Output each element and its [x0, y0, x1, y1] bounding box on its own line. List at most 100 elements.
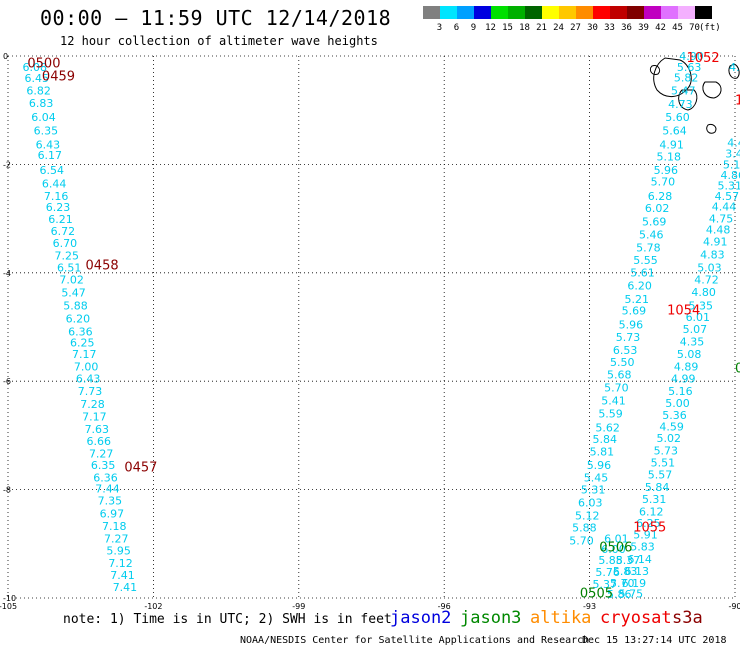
swh-value-label: 5.73	[654, 445, 679, 458]
color-swatch	[457, 6, 474, 19]
swh-value-label: 6.44	[42, 177, 67, 190]
color-scale-label: 30	[587, 23, 598, 33]
swh-value-label: 6.03	[578, 497, 603, 510]
x-tick-label: -105	[0, 602, 17, 611]
swh-value-label: 7.41	[113, 581, 138, 594]
swh-value-label: 5.31	[581, 484, 606, 497]
swh-value-label: 5.47	[61, 286, 86, 299]
swh-value-label: 4.99	[671, 372, 696, 385]
color-swatch	[576, 6, 593, 19]
swh-value-label: 6.35	[91, 459, 116, 472]
swh-value-label: 5.31	[642, 493, 667, 506]
swh-value-label: 4.72	[694, 273, 719, 286]
swh-value-label: 5.75	[619, 588, 644, 601]
color-scale-label: 36	[621, 23, 632, 33]
swh-value-label: 6.36	[68, 325, 93, 338]
swh-value-label: 5.83	[630, 541, 655, 554]
swh-value-label: 6.12	[639, 505, 664, 518]
swh-value-label: 6.82	[26, 85, 51, 98]
swh-value-label: 5.59	[598, 408, 623, 421]
x-tick-label: -96	[438, 602, 451, 611]
swh-value-label: 4.83	[700, 248, 725, 261]
swh-value-label: 5.02	[656, 432, 681, 445]
swh-value-label: 6.35	[34, 124, 59, 137]
swh-value-label: 5.82	[674, 72, 699, 85]
color-scale-label: 70	[689, 23, 700, 33]
color-scale-label: 42	[655, 23, 666, 33]
swh-value-label: 6.72	[51, 225, 76, 238]
swh-value-label: 6.20	[66, 312, 91, 325]
chart-title: 00:00 — 11:59 UTC 12/14/2018	[40, 6, 392, 30]
galapagos-coastline	[649, 57, 740, 134]
swh-value-label: 7.12	[108, 557, 132, 570]
swh-value-label: 5.76	[595, 566, 620, 579]
swh-value-label: 6.28	[648, 190, 673, 203]
swh-value-label: 6.01	[686, 311, 711, 324]
swh-value-label: 5.16	[668, 385, 693, 398]
swh-value-label: 5.18	[656, 150, 681, 163]
color-swatch	[593, 6, 610, 19]
pass-time-label: 0457	[124, 460, 157, 475]
pass-time-label: 0458	[86, 259, 119, 274]
island-outline	[678, 89, 698, 111]
color-scale-label: 15	[502, 23, 513, 33]
swh-value-label: 6.70	[53, 237, 78, 250]
swh-value-label: 6.36	[93, 472, 118, 485]
swh-value-label: 5.88	[572, 522, 597, 535]
swh-value-label: 7.27	[89, 447, 114, 460]
pass-time-label: 0505	[580, 587, 613, 602]
swh-value-label: 5.63	[677, 61, 702, 74]
swh-value-label: 5.69	[622, 305, 647, 318]
y-tick-label: -4	[3, 269, 11, 278]
swh-value-label: 4.48	[706, 223, 731, 236]
swh-value-label: 5.57	[648, 468, 673, 481]
swh-value-label: 6.21	[48, 213, 73, 226]
swh-value-label: 5.95	[106, 544, 130, 557]
swh-value-label: 4.89	[674, 361, 699, 374]
pass-time-label: 1053	[735, 93, 740, 108]
color-scale-label: 18	[519, 23, 530, 33]
swh-value-label: 5.31	[718, 180, 740, 193]
x-tick-label: -99	[292, 602, 305, 611]
color-swatch	[491, 6, 508, 19]
color-swatch	[474, 6, 491, 19]
color-swatch	[627, 6, 644, 19]
swh-value-label: 5.51	[651, 457, 676, 470]
color-swatch	[542, 6, 559, 19]
swh-value-label: 5.08	[677, 348, 702, 361]
swh-value-label: 5.62	[595, 421, 620, 434]
color-swatch	[644, 6, 661, 19]
swh-value-label: 3.44	[725, 148, 740, 161]
island-outline	[702, 81, 722, 99]
island-outline	[649, 65, 661, 75]
color-scale-label: 33	[604, 23, 615, 33]
color-swatch	[525, 6, 542, 19]
swh-value-label: 4.90	[679, 50, 704, 63]
pass-time-label: 0506	[599, 541, 632, 556]
color-scale-label: 39	[638, 23, 649, 33]
swh-value-label: 6.13	[624, 565, 649, 578]
axis-tick-labels: -105 -102 -99 -96 -93 -90 0 -2 -4 -6 -8 -10	[0, 52, 740, 611]
swh-value-label: 6.17	[38, 149, 63, 162]
swh-value-label: 6.66	[87, 435, 112, 448]
color-swatch	[661, 6, 678, 19]
swh-value-label: 4.91	[703, 235, 728, 248]
swh-value-label: 5.84	[645, 481, 670, 494]
pass-time-label: 1052	[687, 51, 720, 66]
swh-value-label: 7.44	[95, 483, 120, 496]
swh-value-label: 5.37	[593, 578, 618, 591]
swh-value-label: 4.41	[727, 137, 740, 150]
swh-value-label: 5.46	[639, 228, 664, 241]
color-swatch	[440, 6, 457, 19]
swh-value-label: 5.12	[575, 510, 600, 523]
swh-value-label: 6.08	[23, 61, 48, 74]
swh-value-label: 5.88	[63, 299, 88, 312]
swh-value-label: 6.20	[627, 279, 652, 292]
swh-value-label: 5.70	[604, 382, 629, 395]
swh-value-label: 7.00	[74, 361, 99, 374]
swh-value-label: 6.02	[645, 202, 670, 215]
swh-value-label: 7.17	[82, 410, 107, 423]
swh-value-label: 7.16	[44, 190, 69, 203]
